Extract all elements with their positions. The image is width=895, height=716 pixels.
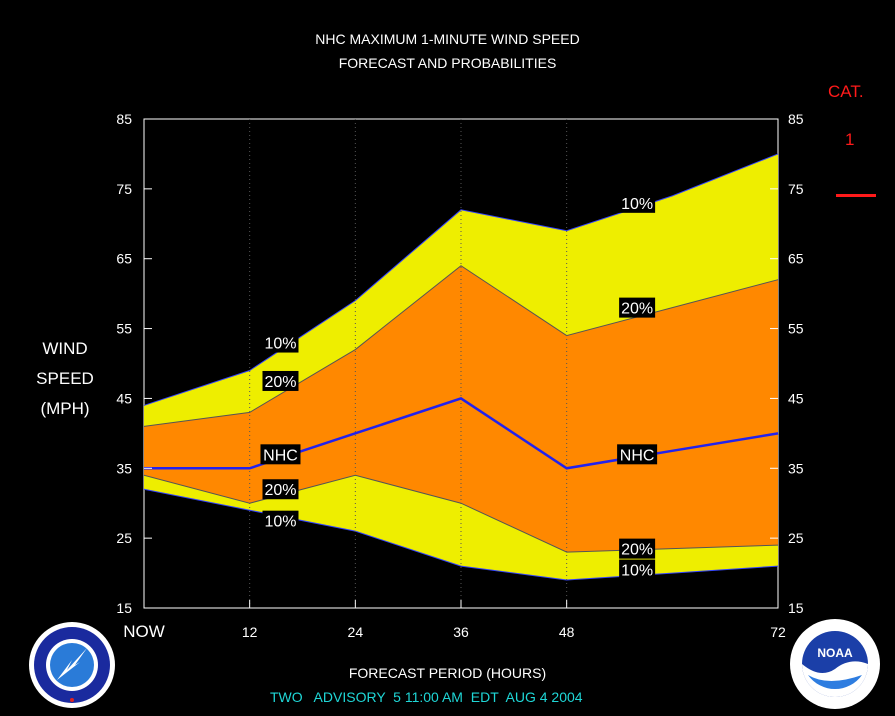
annotation-label: 20% bbox=[621, 542, 653, 559]
annotation-label: 20% bbox=[621, 301, 653, 318]
y-tick-label-right: 45 bbox=[788, 390, 804, 406]
y-axis-label-line2: SPEED bbox=[36, 369, 94, 388]
upper-10-line bbox=[143, 153, 779, 406]
x-tick-label: 36 bbox=[453, 624, 469, 640]
y-tick-label-right: 65 bbox=[788, 251, 804, 267]
nws-logo-icon bbox=[29, 622, 115, 708]
y-tick-label-left: 45 bbox=[116, 390, 132, 406]
lower-10-line bbox=[143, 488, 779, 581]
annotation-box bbox=[619, 192, 656, 213]
band-20-percent bbox=[144, 265, 778, 553]
y-tick-label-left: 35 bbox=[116, 460, 132, 476]
category-legend-value: 1 bbox=[845, 130, 855, 149]
upper-20-line bbox=[143, 265, 779, 427]
x-tick-label: 72 bbox=[770, 624, 786, 640]
y-tick-label-right: 75 bbox=[788, 181, 804, 197]
y-axis-label-line3: (MPH) bbox=[40, 399, 90, 418]
annotation-box bbox=[262, 510, 299, 531]
annotation-label: 20% bbox=[264, 374, 296, 391]
chart-title-line1: NHC MAXIMUM 1-MINUTE WIND SPEED bbox=[315, 31, 580, 47]
x-tick-label: NOW bbox=[123, 622, 165, 641]
annotation-label: 10% bbox=[621, 563, 653, 580]
noaa-logo-icon: NOAA bbox=[790, 619, 880, 709]
annotation-box bbox=[619, 297, 656, 318]
y-tick-label-right: 55 bbox=[788, 321, 804, 337]
y-axis-label-line1: WIND bbox=[42, 339, 88, 358]
category-legend-title: CAT. bbox=[828, 82, 864, 101]
annotation-label: NHC bbox=[263, 447, 298, 464]
y-tick-label-left: 85 bbox=[116, 111, 132, 127]
advisory-text: TWO ADVISORY 5 11:00 AM EDT AUG 4 2004 bbox=[270, 689, 583, 705]
annotation-box bbox=[262, 479, 299, 500]
y-tick-label-right: 15 bbox=[788, 600, 804, 616]
y-tick-label-right: 35 bbox=[788, 460, 804, 476]
x-tick-label: 24 bbox=[348, 624, 364, 640]
annotation-label: 10% bbox=[264, 514, 296, 531]
annotation-box bbox=[619, 559, 656, 580]
annotation-label: 10% bbox=[621, 196, 653, 213]
annotation-label: NHC bbox=[620, 447, 655, 464]
svg-text:NOAA: NOAA bbox=[817, 646, 853, 660]
annotation-box bbox=[619, 538, 656, 559]
annotation-box bbox=[262, 332, 299, 353]
y-tick-label-left: 75 bbox=[116, 181, 132, 197]
y-tick-label-right: 25 bbox=[788, 530, 804, 546]
annotation-label: 10% bbox=[264, 336, 296, 353]
x-tick-label: 12 bbox=[242, 624, 258, 640]
x-tick-label: 48 bbox=[559, 624, 575, 640]
annotation-box bbox=[262, 370, 299, 391]
annotation-box bbox=[260, 444, 301, 465]
category-legend-line bbox=[836, 194, 876, 197]
nhc-forecast-line bbox=[144, 397, 779, 470]
y-tick-label-left: 25 bbox=[116, 530, 132, 546]
y-tick-label-right: 85 bbox=[788, 111, 804, 127]
chart-title-line2: FORECAST AND PROBABILITIES bbox=[338, 55, 557, 71]
y-tick-label-left: 65 bbox=[116, 251, 132, 267]
x-axis-title: FORECAST PERIOD (HOURS) bbox=[348, 665, 547, 681]
annotation-label: 20% bbox=[264, 482, 296, 499]
y-tick-label-left: 15 bbox=[116, 600, 132, 616]
y-tick-label-left: 55 bbox=[116, 321, 132, 337]
annotation-box bbox=[617, 444, 658, 465]
